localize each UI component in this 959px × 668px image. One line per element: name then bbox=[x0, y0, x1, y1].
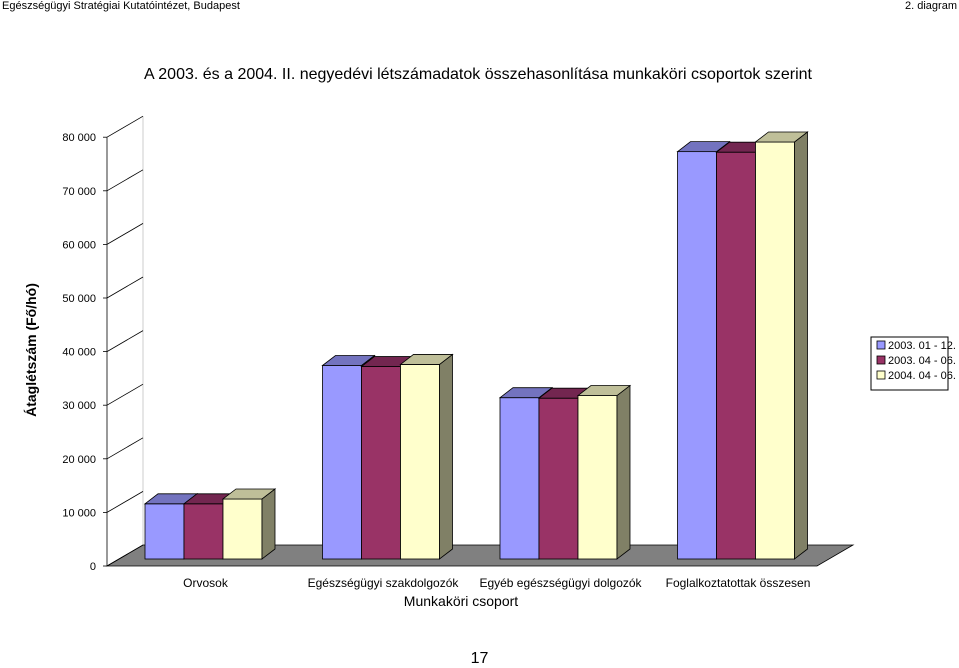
y-tick-label: 30 000 bbox=[62, 400, 96, 412]
header-institute: Egészségügyi Stratégiai Kutatóintézet, B… bbox=[2, 0, 240, 12]
y-tick-label: 60 000 bbox=[62, 239, 96, 251]
header-diagram-label: 2. diagram bbox=[905, 0, 957, 12]
y-gridline-diagonal bbox=[106, 276, 144, 299]
bar-top bbox=[498, 387, 554, 399]
x-tick-label: Orvosok bbox=[183, 576, 229, 590]
y-tick-label: 80 000 bbox=[62, 132, 96, 144]
bar-front bbox=[716, 151, 756, 560]
bar-top bbox=[676, 141, 731, 153]
page-number: 17 bbox=[470, 650, 489, 667]
legend-swatch bbox=[876, 340, 886, 350]
y-tick-label: 10 000 bbox=[62, 507, 96, 519]
y-tick-label: 40 000 bbox=[62, 347, 96, 359]
bar-front bbox=[577, 395, 618, 560]
y-axis-label: Átaglétszám (Fő/hó) bbox=[23, 283, 39, 417]
bar-front bbox=[222, 498, 263, 560]
bar-side bbox=[616, 384, 631, 560]
legend-entry: 2004. 04 - 06. bbox=[888, 370, 956, 382]
bar-side bbox=[439, 353, 453, 560]
bar bbox=[221, 488, 277, 560]
bar-side bbox=[261, 488, 276, 560]
legend-entry: 2003. 04 - 06. bbox=[888, 355, 956, 367]
y-tick-label: 50 000 bbox=[62, 293, 96, 305]
x-tick-label: Egészségügyi szakdolgozók bbox=[308, 576, 460, 590]
y-gridline-diagonal bbox=[106, 383, 144, 406]
x-tick-label: Egyéb egészségügyi dolgozók bbox=[479, 576, 642, 590]
bar bbox=[576, 384, 632, 560]
x-tick-label: Foglalkoztatottak összesen bbox=[666, 576, 811, 590]
bar-front bbox=[144, 503, 185, 560]
y-tick-label: 70 000 bbox=[62, 186, 96, 198]
y-gridline-diagonal bbox=[106, 330, 144, 352]
legend-swatch bbox=[876, 355, 886, 365]
x-axis-label: Munkaköri csoport bbox=[404, 593, 518, 609]
bar-front bbox=[361, 366, 401, 560]
bar-front bbox=[322, 365, 362, 560]
legend-entry: 2003. 01 - 12. bbox=[888, 340, 956, 352]
bar-side bbox=[794, 131, 808, 560]
bar-top bbox=[754, 131, 809, 143]
bar bbox=[754, 131, 809, 560]
bar-top bbox=[321, 355, 376, 366]
y-gridline-diagonal bbox=[106, 437, 144, 460]
legend-swatch bbox=[876, 370, 886, 380]
y-gridline-diagonal bbox=[106, 223, 144, 245]
legend: 2003. 01 - 12. 2003. 04 - 06. 2004. 04 - 0… bbox=[870, 336, 956, 391]
bar-top bbox=[221, 488, 277, 500]
bar bbox=[399, 353, 454, 560]
bar-front bbox=[538, 397, 579, 560]
bar-front bbox=[183, 503, 224, 560]
y-gridline-diagonal bbox=[106, 169, 144, 192]
y-tick-label: 20 000 bbox=[62, 454, 96, 466]
y-tick-label: 0 bbox=[90, 561, 96, 573]
y-gridline-diagonal bbox=[106, 544, 144, 567]
bar-front bbox=[400, 364, 440, 560]
bar-front bbox=[499, 397, 540, 560]
bar-top bbox=[576, 385, 632, 396]
bar-front bbox=[755, 141, 795, 560]
bar-top bbox=[399, 354, 454, 365]
y-gridline-diagonal bbox=[106, 491, 144, 513]
bar-front bbox=[677, 151, 717, 560]
y-gridline-diagonal bbox=[106, 115, 144, 138]
chart-title: A 2003. és a 2004. II. negyedévi létszám… bbox=[144, 66, 812, 83]
